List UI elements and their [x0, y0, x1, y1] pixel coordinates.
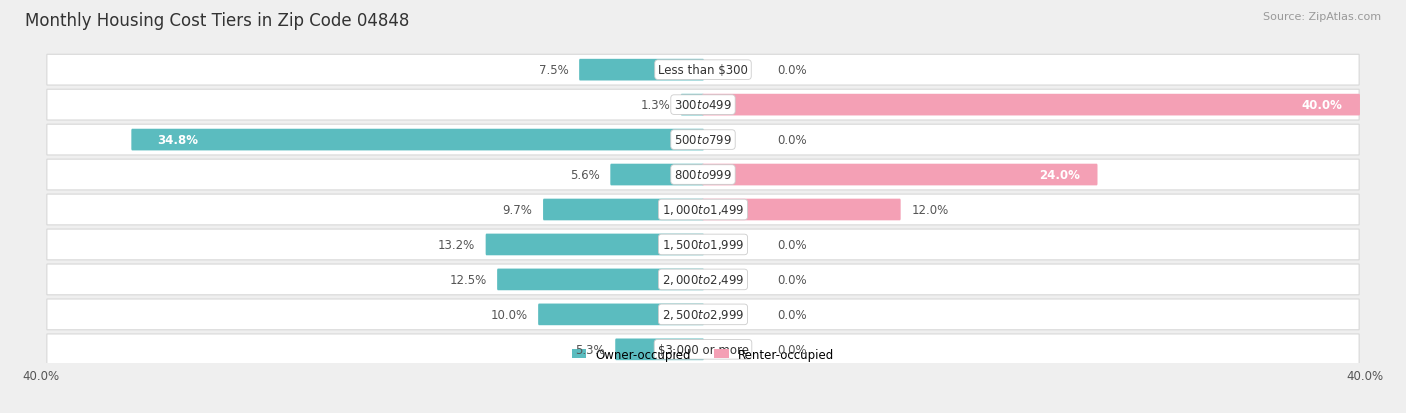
Text: 10.0%: 10.0% — [491, 308, 527, 321]
FancyBboxPatch shape — [702, 199, 901, 221]
FancyBboxPatch shape — [543, 199, 704, 221]
Text: $3,000 or more: $3,000 or more — [658, 343, 748, 356]
Text: 5.6%: 5.6% — [569, 169, 599, 182]
FancyBboxPatch shape — [131, 129, 704, 151]
Text: 24.0%: 24.0% — [1039, 169, 1080, 182]
FancyBboxPatch shape — [46, 55, 1360, 86]
Text: 0.0%: 0.0% — [778, 238, 807, 252]
FancyBboxPatch shape — [579, 59, 704, 81]
FancyBboxPatch shape — [46, 195, 1360, 225]
Text: 1.3%: 1.3% — [641, 99, 671, 112]
Text: 5.3%: 5.3% — [575, 343, 605, 356]
Text: 13.2%: 13.2% — [437, 238, 475, 252]
Text: 0.0%: 0.0% — [778, 308, 807, 321]
FancyBboxPatch shape — [702, 164, 1098, 186]
FancyBboxPatch shape — [46, 230, 1360, 260]
Text: $2,000 to $2,499: $2,000 to $2,499 — [662, 273, 744, 287]
FancyBboxPatch shape — [616, 339, 704, 360]
FancyBboxPatch shape — [46, 125, 1360, 156]
Text: Source: ZipAtlas.com: Source: ZipAtlas.com — [1263, 12, 1381, 22]
Text: $500 to $799: $500 to $799 — [673, 134, 733, 147]
Text: 7.5%: 7.5% — [538, 64, 568, 77]
Text: $1,000 to $1,499: $1,000 to $1,499 — [662, 203, 744, 217]
Text: $300 to $499: $300 to $499 — [673, 99, 733, 112]
FancyBboxPatch shape — [485, 234, 704, 256]
Text: 9.7%: 9.7% — [502, 204, 533, 216]
Text: Monthly Housing Cost Tiers in Zip Code 04848: Monthly Housing Cost Tiers in Zip Code 0… — [25, 12, 409, 30]
Text: 0.0%: 0.0% — [778, 343, 807, 356]
Text: 12.5%: 12.5% — [450, 273, 486, 286]
Text: 40.0%: 40.0% — [1347, 369, 1384, 382]
Text: 40.0%: 40.0% — [22, 369, 59, 382]
FancyBboxPatch shape — [46, 299, 1360, 330]
Text: Less than $300: Less than $300 — [658, 64, 748, 77]
Text: $1,500 to $1,999: $1,500 to $1,999 — [662, 238, 744, 252]
Legend: Owner-occupied, Renter-occupied: Owner-occupied, Renter-occupied — [572, 348, 834, 361]
Text: $2,500 to $2,999: $2,500 to $2,999 — [662, 308, 744, 322]
FancyBboxPatch shape — [46, 334, 1360, 365]
Text: 40.0%: 40.0% — [1302, 99, 1343, 112]
Text: 34.8%: 34.8% — [157, 134, 198, 147]
FancyBboxPatch shape — [538, 304, 704, 325]
FancyBboxPatch shape — [702, 95, 1360, 116]
FancyBboxPatch shape — [46, 264, 1360, 295]
FancyBboxPatch shape — [681, 95, 704, 116]
FancyBboxPatch shape — [46, 90, 1360, 121]
Text: 0.0%: 0.0% — [778, 64, 807, 77]
Text: 0.0%: 0.0% — [778, 273, 807, 286]
Text: 0.0%: 0.0% — [778, 134, 807, 147]
Text: 12.0%: 12.0% — [911, 204, 949, 216]
FancyBboxPatch shape — [498, 269, 704, 291]
Text: $800 to $999: $800 to $999 — [673, 169, 733, 182]
FancyBboxPatch shape — [610, 164, 704, 186]
FancyBboxPatch shape — [46, 160, 1360, 190]
